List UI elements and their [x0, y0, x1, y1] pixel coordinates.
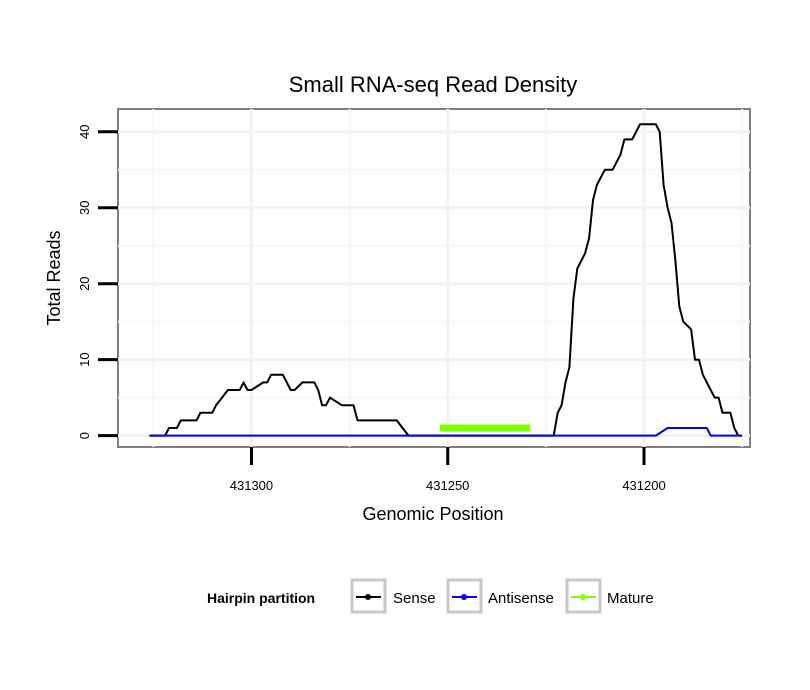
legend-item-antisense: Antisense: [446, 578, 554, 614]
y-tick-label: 30: [77, 201, 92, 215]
legend-dot-antisense: [461, 594, 467, 600]
legend-title: Hairpin partition: [207, 590, 315, 606]
legend: Hairpin partition Sense Antisense Mature: [207, 578, 654, 614]
legend-label-mature: Mature: [607, 590, 654, 607]
x-axis-title: Genomic Position: [362, 504, 503, 524]
legend-dot-sense: [365, 594, 371, 600]
legend-label-sense: Sense: [393, 590, 436, 607]
y-tick-label: 0: [77, 432, 92, 439]
series-line-sense: [149, 123, 743, 437]
y-tick-label: 40: [77, 125, 92, 139]
y-tick-label: 10: [77, 352, 92, 366]
y-tick-label: 20: [77, 276, 92, 290]
series-line-antisense: [149, 427, 743, 437]
x-tick-label: 431200: [622, 478, 665, 493]
series-lines: [149, 123, 743, 437]
chart-title: Small RNA-seq Read Density: [289, 72, 578, 97]
axes: 0 10 20 30 40 431300 431250 431200: [77, 125, 666, 493]
legend-label-antisense: Antisense: [488, 590, 554, 607]
x-tick-label: 431250: [426, 478, 469, 493]
y-axis-title: Total Reads: [44, 230, 64, 325]
x-tick-label: 431300: [230, 478, 273, 493]
legend-item-mature: Mature: [565, 578, 654, 614]
plot-panel: [117, 108, 751, 448]
legend-dot-mature: [580, 594, 586, 600]
legend-item-sense: Sense: [350, 578, 436, 614]
